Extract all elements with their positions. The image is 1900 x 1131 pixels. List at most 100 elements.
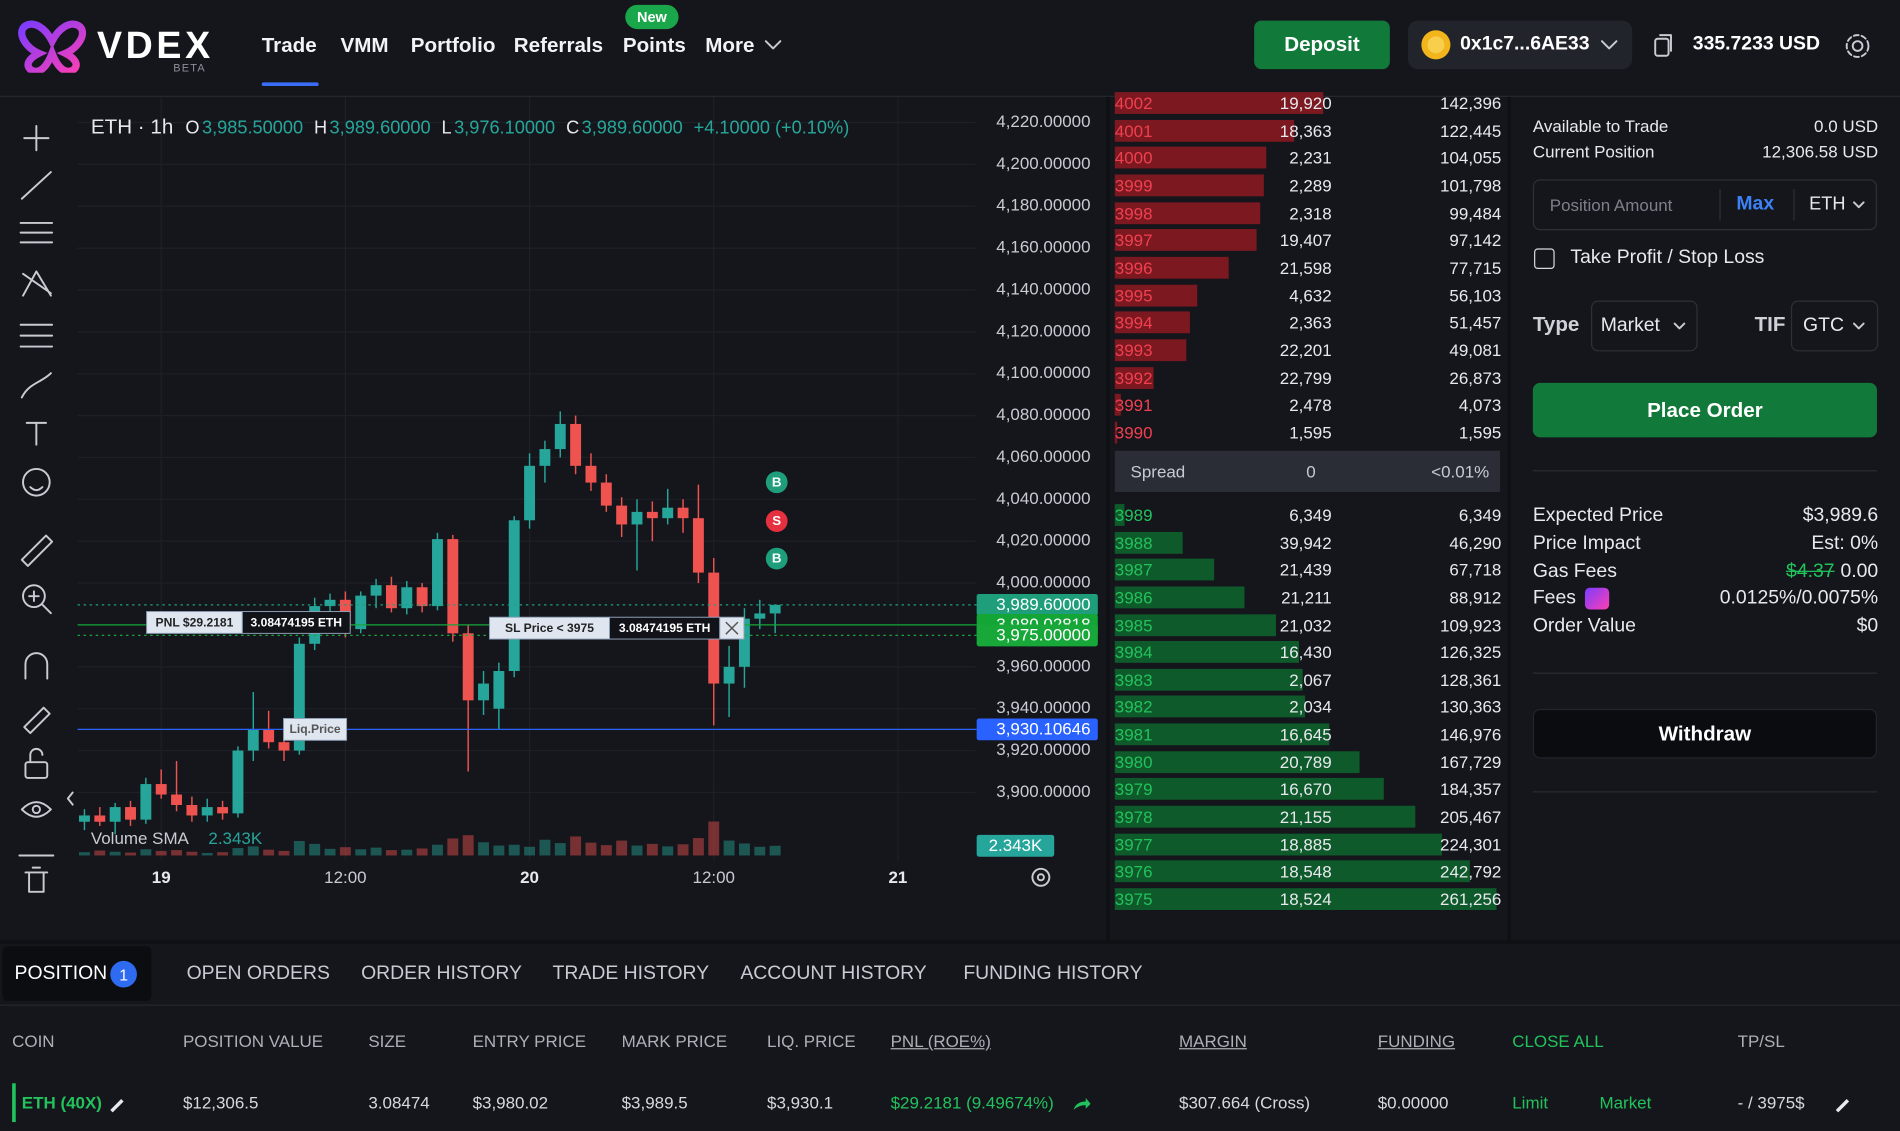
max-button[interactable]: Max bbox=[1736, 193, 1775, 215]
nav-item[interactable]: More bbox=[705, 33, 755, 57]
tab[interactable]: FUNDING HISTORY bbox=[963, 963, 1143, 984]
column-header: SIZE bbox=[368, 1031, 407, 1051]
grid-layer bbox=[77, 96, 976, 861]
tpsl-label: Take Profit / Stop Loss bbox=[1570, 247, 1765, 268]
book-price[interactable]: 3978 bbox=[1114, 807, 1153, 827]
book-price[interactable]: 4000 bbox=[1114, 148, 1153, 168]
column-header[interactable]: CLOSE ALL bbox=[1512, 1031, 1604, 1051]
column-header[interactable]: MARGIN bbox=[1179, 1031, 1247, 1051]
book-total: 104,055 bbox=[1440, 148, 1502, 168]
tab[interactable]: ACCOUNT HISTORY bbox=[740, 963, 927, 984]
settings-icon[interactable] bbox=[1843, 32, 1872, 61]
volume-bar bbox=[232, 848, 244, 856]
book-price[interactable]: 3982 bbox=[1114, 697, 1153, 717]
price-line-box bbox=[976, 593, 1098, 616]
book-price[interactable]: 3999 bbox=[1114, 175, 1153, 196]
book-price[interactable]: 3990 bbox=[1114, 422, 1153, 443]
candle-body bbox=[140, 784, 152, 820]
nav-item[interactable]: Portfolio bbox=[410, 33, 496, 57]
legend-value: 3,989.60000 bbox=[581, 117, 683, 139]
book-price[interactable]: 3976 bbox=[1114, 861, 1153, 882]
book-price[interactable]: 3988 bbox=[1114, 532, 1153, 553]
tab[interactable]: TRADE HISTORY bbox=[552, 963, 710, 984]
book-price[interactable]: 3987 bbox=[1114, 560, 1153, 580]
cell: $0.00000 bbox=[1377, 1092, 1449, 1113]
book-total: 99,484 bbox=[1449, 203, 1502, 223]
chart-settings-icon[interactable] bbox=[1031, 867, 1051, 887]
withdraw-button[interactable]: Withdraw bbox=[1532, 708, 1877, 759]
book-total: 46,290 bbox=[1449, 532, 1502, 553]
tif-select[interactable]: GTC bbox=[1790, 300, 1879, 352]
book-price[interactable]: 3979 bbox=[1114, 779, 1153, 800]
deposit-button[interactable]: Deposit bbox=[1254, 20, 1390, 70]
tab[interactable]: POSITION bbox=[14, 963, 108, 984]
wallet-button[interactable]: 0x1c7...6AE33 bbox=[1408, 20, 1633, 70]
summary-value: 0.0125%/0.0075% bbox=[1719, 588, 1879, 609]
book-price[interactable]: 3983 bbox=[1114, 669, 1153, 690]
x-tick-label: 12:00 bbox=[324, 868, 366, 887]
trade-marker bbox=[765, 471, 788, 494]
book-price[interactable]: 3991 bbox=[1114, 395, 1153, 415]
place-order-button[interactable]: Place Order bbox=[1532, 382, 1877, 438]
book-total: 56,103 bbox=[1449, 285, 1502, 305]
depth-bar bbox=[1114, 92, 1323, 114]
nav-item[interactable]: Trade bbox=[261, 33, 317, 57]
share-icon[interactable] bbox=[1071, 1094, 1091, 1113]
depth-bar bbox=[1114, 119, 1294, 142]
book-price[interactable]: 3984 bbox=[1114, 642, 1153, 662]
book-price[interactable]: 3993 bbox=[1114, 340, 1153, 360]
amount-input[interactable]: Position Amount Max ETH bbox=[1532, 179, 1877, 231]
book-price[interactable]: 4001 bbox=[1114, 120, 1153, 141]
volume-bar bbox=[539, 839, 551, 856]
candle-body bbox=[524, 465, 536, 521]
book-price[interactable]: 3977 bbox=[1114, 834, 1153, 854]
book-price[interactable]: 3997 bbox=[1114, 230, 1153, 251]
book-price[interactable]: 3994 bbox=[1114, 313, 1153, 333]
book-price[interactable]: 3992 bbox=[1114, 367, 1153, 388]
depth-bar bbox=[1114, 531, 1183, 554]
copy-icon[interactable] bbox=[1652, 33, 1676, 60]
asset-select[interactable]: ETH bbox=[1809, 193, 1846, 215]
volume-bar bbox=[447, 838, 459, 856]
x-tick-label: 19 bbox=[152, 868, 171, 887]
book-price[interactable]: 3989 bbox=[1114, 505, 1153, 525]
positions-panel: POSITION OPEN ORDERS ORDER HISTORY TRADE HI… bbox=[0, 940, 1900, 1131]
volume-bar bbox=[432, 844, 443, 856]
tab-bar: POSITION OPEN ORDERS ORDER HISTORY TRADE HI… bbox=[0, 944, 1900, 1006]
book-price[interactable]: 3995 bbox=[1114, 285, 1153, 305]
volume-bar bbox=[339, 847, 351, 856]
y-tick-label: 4,220.00000 bbox=[996, 112, 1090, 131]
volume-label: Volume SMA bbox=[91, 829, 190, 848]
nav-item[interactable]: Points bbox=[622, 33, 686, 57]
tpsl-checkbox[interactable] bbox=[1534, 248, 1555, 270]
legend-key: C bbox=[566, 117, 580, 139]
tab[interactable]: OPEN ORDERS bbox=[186, 963, 330, 984]
overlay-layer: PNL $29.2181 3.08474195 ETH SL Price < 397… bbox=[77, 471, 977, 741]
edit-tpsl-icon[interactable] bbox=[1832, 1094, 1851, 1113]
tab[interactable]: ORDER HISTORY bbox=[361, 963, 522, 984]
column-header[interactable]: FUNDING bbox=[1377, 1031, 1456, 1051]
candle-body bbox=[293, 643, 305, 751]
edit-leverage-icon[interactable] bbox=[107, 1094, 126, 1113]
type-select[interactable]: Market bbox=[1591, 300, 1698, 352]
nav-item[interactable]: VMM bbox=[340, 33, 389, 57]
book-price[interactable]: 3985 bbox=[1114, 615, 1153, 635]
volume-bar bbox=[94, 850, 106, 856]
volume-bar bbox=[646, 843, 658, 856]
book-price[interactable]: 3981 bbox=[1114, 724, 1153, 745]
cell[interactable]: Market bbox=[1599, 1092, 1652, 1113]
book-price[interactable]: 3980 bbox=[1114, 752, 1153, 772]
book-price[interactable]: 3975 bbox=[1114, 889, 1153, 909]
column-header[interactable]: PNL (ROE%) bbox=[890, 1031, 991, 1051]
book-total: 6,349 bbox=[1458, 505, 1502, 525]
book-size: 22,201 bbox=[1279, 340, 1332, 360]
book-price[interactable]: 3996 bbox=[1114, 258, 1153, 278]
nav-item[interactable]: Referrals bbox=[513, 33, 604, 57]
book-price[interactable]: 3998 bbox=[1114, 203, 1153, 223]
book-price[interactable]: 4002 bbox=[1114, 93, 1153, 113]
book-size: 2,231 bbox=[1289, 148, 1332, 168]
volume-layer bbox=[79, 821, 781, 856]
cell[interactable]: Limit bbox=[1512, 1092, 1549, 1113]
book-price[interactable]: 3986 bbox=[1114, 587, 1153, 607]
candle-body bbox=[247, 729, 259, 751]
